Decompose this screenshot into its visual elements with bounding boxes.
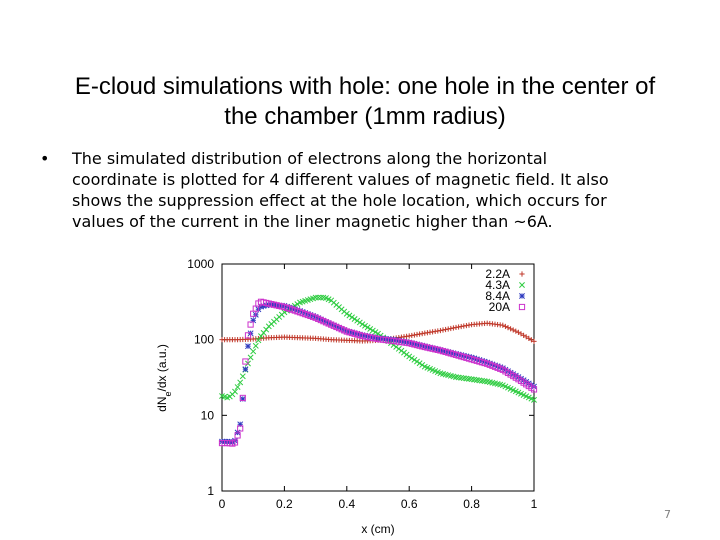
bullet-marker: • — [40, 149, 50, 168]
y-axis-label-sub: e — [163, 392, 173, 397]
data-point — [508, 326, 514, 332]
data-point — [450, 325, 456, 331]
data-point — [362, 322, 368, 329]
legend-label: 2.2A — [485, 267, 510, 281]
data-point — [437, 327, 443, 334]
data-point — [367, 325, 374, 332]
data-point — [247, 321, 254, 328]
x-tick-label: 0 — [219, 497, 226, 511]
data-point — [443, 326, 449, 333]
data-point — [239, 394, 246, 402]
legend-marker — [519, 293, 525, 299]
slide-title-line-1: E-cloud simulations with hole: one hole … — [74, 73, 656, 100]
y-tick-label: 1000 — [187, 257, 214, 271]
data-point — [448, 325, 454, 332]
data-point — [250, 348, 257, 355]
y-axis-label-rest: /dx (a.u.) — [155, 344, 169, 391]
data-point — [294, 301, 301, 308]
data-point — [346, 312, 353, 319]
data-point — [531, 338, 537, 344]
data-point — [530, 386, 538, 393]
slide-title-line-2: the chamber (1mm radius) — [224, 103, 506, 130]
data-point — [364, 324, 371, 331]
data-point — [408, 355, 415, 362]
bullet-line-2: coordinate is plotted for 4 different va… — [72, 170, 609, 189]
data-point — [237, 425, 244, 432]
data-point — [244, 332, 252, 339]
data-point — [513, 328, 519, 334]
data-point — [419, 361, 426, 368]
y-tick-label: 1 — [207, 484, 214, 498]
data-point — [502, 323, 508, 330]
data-point — [234, 432, 241, 439]
page-number: 7 — [664, 508, 671, 521]
x-tick-label: 0.2 — [276, 497, 293, 511]
x-tick-label: 0.6 — [401, 497, 418, 511]
series-20A — [218, 298, 538, 447]
data-point — [312, 294, 319, 301]
data-point — [315, 294, 322, 301]
electron-distribution-chart: 0 0.2 0.4 0.6 0.8 1 1 10 100 1000 2.2A4.3A8.4A20A… — [155, 257, 538, 536]
data-point — [349, 314, 355, 321]
data-point — [354, 317, 361, 324]
data-point — [411, 356, 418, 363]
data-point — [245, 343, 251, 350]
bullet-line-4: values of the current in the liner magne… — [72, 212, 553, 231]
legend-marker — [519, 271, 525, 277]
data-point — [317, 294, 324, 301]
data-point — [440, 327, 446, 333]
x-tick-label: 0.8 — [463, 497, 480, 511]
data-point — [234, 384, 241, 390]
data-point — [343, 310, 350, 317]
data-point — [510, 327, 516, 333]
data-point — [247, 354, 254, 361]
axis-ticks: 0 0.2 0.4 0.6 0.8 1 1 10 100 1000 — [187, 257, 537, 511]
data-point — [252, 342, 259, 349]
data-point — [351, 316, 358, 322]
y-axis-label-main: dN — [155, 397, 169, 412]
series-2.2A — [219, 320, 537, 344]
x-tick-label: 0.4 — [338, 497, 355, 511]
slide-title: E-cloud simulations with hole: one hole … — [40, 72, 690, 132]
data-point — [356, 319, 363, 326]
data-point — [445, 326, 451, 332]
legend-label: 20A — [489, 300, 510, 314]
legend-label: 4.3A — [485, 278, 510, 292]
plot-frame — [221, 263, 535, 492]
data-point — [505, 325, 511, 331]
data-point — [531, 396, 537, 403]
y-axis-label: dNe/dx (a.u.) — [155, 344, 173, 412]
x-axis-label: x (cm) — [361, 522, 394, 536]
data-point — [239, 373, 246, 380]
x-tick-label: 1 — [531, 497, 538, 511]
data-point — [359, 321, 366, 328]
data-point — [242, 366, 249, 373]
data-point — [406, 353, 413, 360]
data-point — [521, 332, 527, 338]
data-points — [218, 294, 538, 447]
legend-marker — [518, 303, 526, 311]
data-point — [232, 388, 238, 395]
legend-label: 8.4A — [485, 289, 510, 303]
data-point — [231, 439, 239, 446]
bullet-text: The simulated distribution of electrons … — [72, 148, 672, 232]
data-point — [414, 358, 420, 365]
bullet-line-3: shows the suppression effect at the hole… — [72, 191, 607, 210]
bullet-line-1: The simulated distribution of electrons … — [72, 149, 548, 168]
data-point — [369, 327, 376, 334]
data-point — [500, 322, 506, 328]
data-point — [416, 360, 423, 367]
data-point — [242, 358, 249, 365]
data-point — [237, 379, 244, 386]
data-point — [255, 337, 262, 344]
data-point — [372, 329, 379, 336]
y-tick-label: 100 — [194, 333, 214, 347]
y-tick-label: 10 — [201, 408, 215, 422]
legend-marker — [519, 282, 525, 288]
